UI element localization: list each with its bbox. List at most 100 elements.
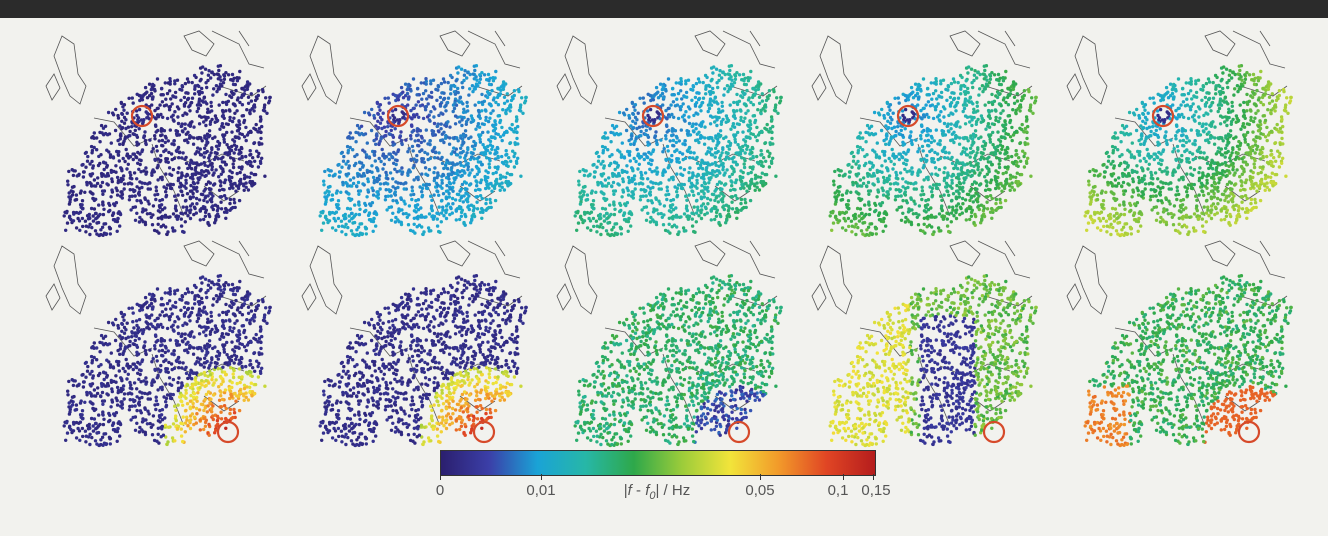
grid-node	[442, 91, 446, 95]
grid-node	[116, 138, 120, 143]
grid-node	[916, 150, 920, 154]
grid-node	[252, 141, 257, 145]
grid-node	[224, 196, 228, 201]
grid-node	[1009, 85, 1013, 89]
grid-node	[775, 96, 779, 100]
grid-node	[725, 214, 729, 218]
grid-node	[439, 111, 443, 115]
grid-node	[118, 224, 122, 228]
grid-node	[183, 220, 187, 224]
grid-node	[501, 108, 505, 112]
grid-node	[424, 128, 428, 132]
grid-node	[138, 199, 143, 203]
grid-node	[485, 156, 489, 160]
grid-node	[701, 167, 705, 171]
grid-node	[980, 168, 984, 172]
grid-node	[718, 69, 722, 73]
grid-node	[175, 216, 180, 221]
grid-node	[903, 220, 908, 224]
grid-node	[386, 96, 390, 100]
grid-node	[871, 165, 875, 169]
grid-node	[641, 96, 645, 100]
grid-node	[676, 91, 681, 96]
grid-node	[254, 122, 258, 127]
grid-node	[645, 109, 650, 113]
grid-node	[467, 93, 471, 97]
grid-node	[720, 151, 724, 155]
grid-node	[771, 142, 775, 146]
grid-node	[988, 210, 993, 214]
grid-node	[929, 206, 933, 210]
grid-node	[238, 132, 242, 136]
grid-node	[506, 180, 511, 184]
grid-node	[83, 219, 88, 223]
grid-node	[429, 110, 433, 114]
grid-node	[653, 169, 657, 173]
grid-node	[765, 122, 769, 127]
grid-node	[670, 87, 675, 91]
grid-node	[901, 211, 905, 215]
grid-node	[133, 128, 137, 133]
grid-node	[990, 71, 994, 75]
grid-node	[234, 147, 238, 151]
grid-node	[431, 149, 435, 154]
grid-node	[859, 211, 864, 216]
grid-node	[131, 205, 135, 210]
grid-node	[606, 148, 610, 152]
grid-node	[702, 142, 707, 146]
grid-node	[191, 191, 195, 196]
grid-node	[420, 172, 424, 176]
grid-node	[727, 139, 731, 144]
grid-node	[774, 174, 778, 178]
grid-node	[977, 93, 981, 97]
grid-node	[123, 159, 127, 164]
grid-node	[908, 169, 912, 173]
grid-node	[646, 211, 650, 215]
grid-node	[228, 197, 233, 202]
grid-node	[352, 176, 356, 180]
grid-node	[955, 183, 959, 188]
grid-node	[987, 125, 992, 129]
grid-node	[854, 222, 858, 226]
grid-node	[176, 115, 180, 119]
grid-node	[674, 213, 679, 217]
grid-node	[431, 129, 436, 134]
grid-node	[156, 216, 160, 220]
grid-node	[772, 108, 777, 113]
grid-node	[176, 121, 181, 126]
grid-node	[982, 64, 986, 68]
grid-node	[336, 216, 341, 221]
grid-node	[621, 188, 625, 192]
grid-node	[226, 73, 231, 77]
grid-node	[412, 222, 416, 226]
grid-node	[467, 204, 471, 208]
grid-node	[251, 156, 255, 160]
grid-node	[939, 194, 943, 198]
grid-node	[386, 177, 390, 181]
grid-node	[333, 211, 337, 215]
grid-node	[189, 183, 193, 188]
grid-node	[245, 87, 250, 91]
grid-node	[982, 77, 986, 81]
grid-node	[609, 130, 613, 135]
grid-node	[722, 93, 726, 97]
grid-node	[414, 205, 418, 210]
grid-node	[405, 91, 410, 96]
grid-node	[1008, 92, 1013, 96]
grid-node	[981, 204, 986, 208]
grid-node	[602, 219, 607, 223]
grid-node	[649, 162, 653, 167]
grid-node	[323, 202, 328, 206]
grid-node	[400, 208, 404, 212]
grid-node	[508, 141, 513, 145]
grid-node	[708, 198, 713, 202]
grid-node	[453, 198, 458, 202]
grid-node	[988, 194, 993, 198]
grid-node	[470, 144, 475, 148]
grid-node	[694, 211, 699, 215]
grid-node	[103, 174, 108, 178]
grid-node	[764, 159, 768, 163]
grid-node	[158, 210, 162, 214]
grid-node	[700, 100, 705, 105]
grid-node	[743, 197, 747, 202]
